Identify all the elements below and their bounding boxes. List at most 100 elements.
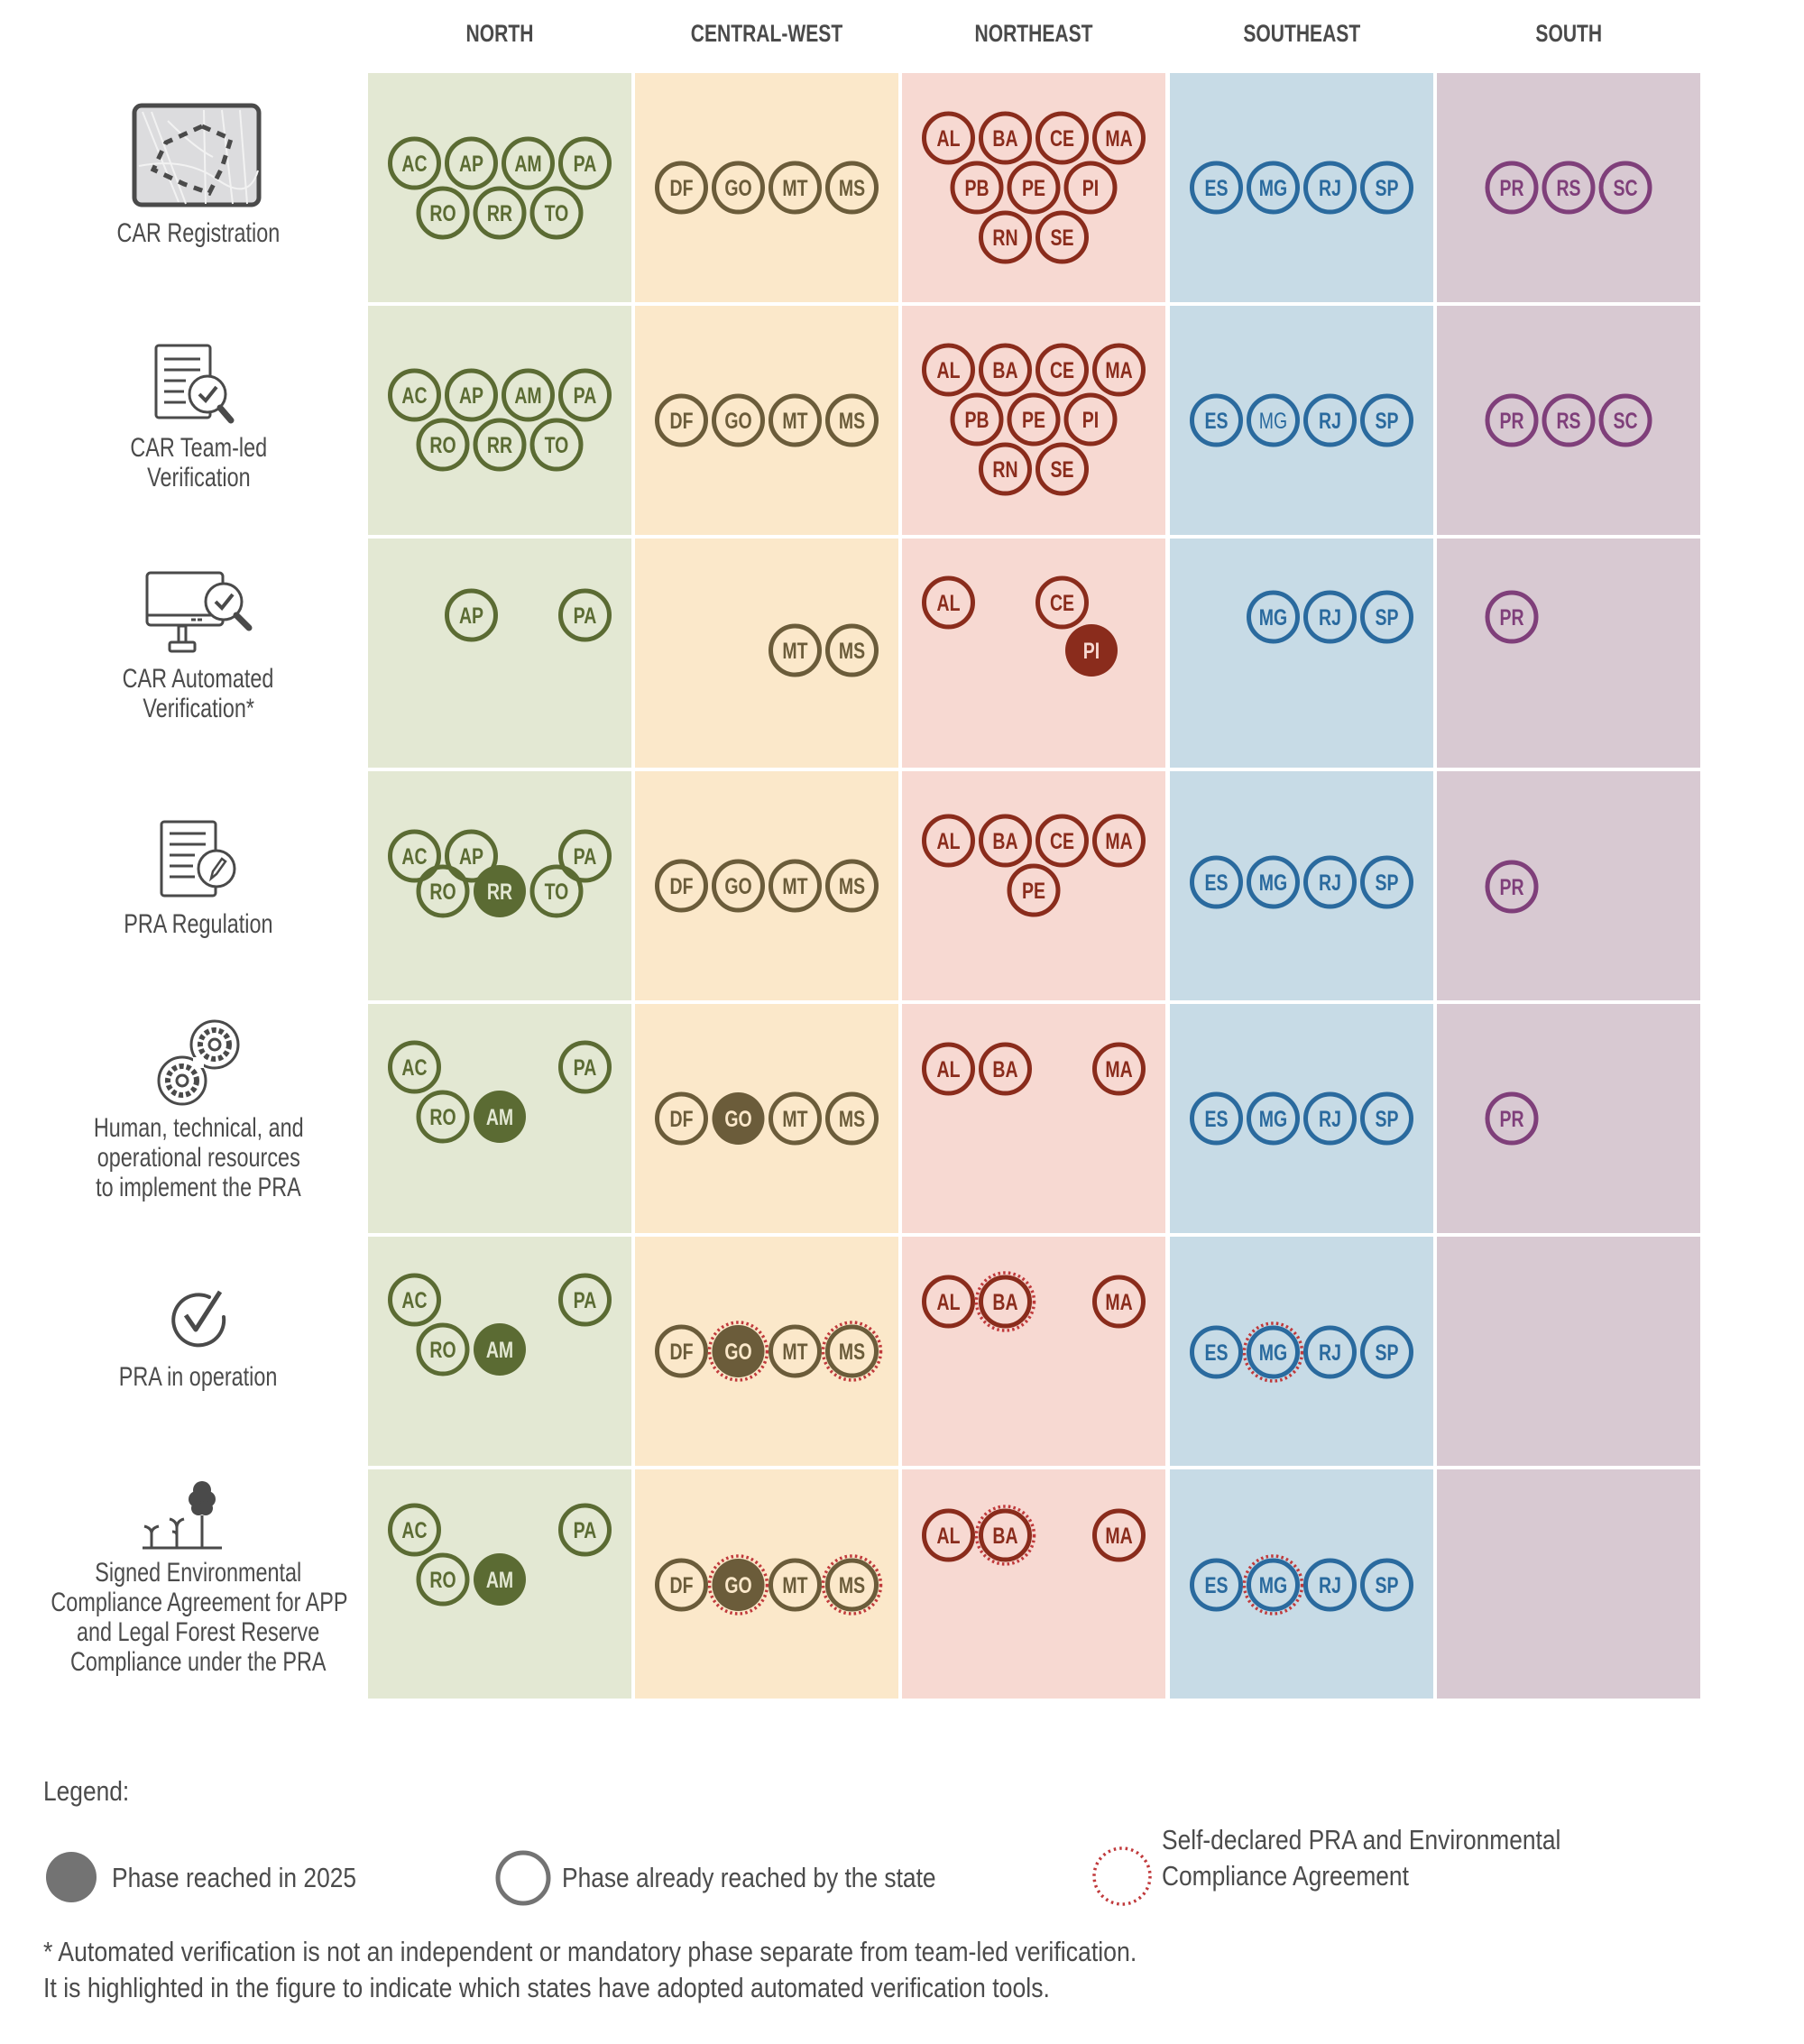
state-badge-to: TO — [529, 186, 584, 240]
state-badge-ma: MA — [1092, 814, 1146, 868]
open-state-circle — [1092, 814, 1146, 868]
state-code-label: BA — [992, 358, 1017, 383]
open-state-circle — [1542, 161, 1596, 215]
state-code-label: SP — [1376, 1340, 1399, 1366]
open-state-circle — [922, 575, 975, 630]
state-code-label: MT — [782, 409, 807, 434]
cell-background — [1437, 1469, 1700, 1699]
filled-state-circle — [474, 1553, 526, 1606]
cell-background — [902, 1004, 1165, 1233]
state-badge-ac: AC — [388, 368, 441, 422]
state-code-label: MG — [1259, 605, 1287, 631]
state-badge-rj: RJ — [1303, 855, 1357, 909]
state-badge-am: AM — [474, 1091, 526, 1143]
state-code-label: MS — [839, 1107, 865, 1132]
state-badge-al: AL — [922, 1508, 975, 1562]
cell-north-phase-1: AC AP AM PA RO RR TO — [368, 73, 631, 302]
state-badge-ba: BA — [974, 1505, 1036, 1566]
open-state-circle — [388, 1273, 441, 1327]
state-badge-sp: SP — [1360, 1325, 1413, 1379]
open-state-circle — [1035, 442, 1089, 496]
open-state-circle — [825, 623, 879, 677]
state-code-label: PR — [1499, 875, 1523, 900]
cell-background — [1437, 539, 1700, 768]
state-code-label: CE — [1050, 358, 1074, 383]
trees-icon — [143, 1481, 222, 1550]
state-code-label: RO — [429, 1338, 456, 1363]
open-state-circle — [558, 588, 612, 642]
state-badge-pb: PB — [950, 392, 1004, 447]
cell-background — [1170, 771, 1433, 1000]
circle-check-icon — [171, 1290, 226, 1348]
state-badge-ms: MS — [821, 1321, 883, 1382]
cell-southeast-phase-4: ES MG RJ SP — [1170, 771, 1433, 1000]
state-code-label: CE — [1050, 126, 1074, 152]
state-badge-rj: RJ — [1303, 590, 1357, 644]
state-badge-ac: AC — [388, 136, 441, 190]
open-state-circle — [825, 161, 879, 215]
state-code-label: PE — [1022, 408, 1045, 433]
state-badge-sp: SP — [1360, 1091, 1413, 1146]
monitor-magnifier-check-icon — [145, 571, 253, 653]
state-code-label: AC — [401, 152, 427, 177]
filled-state-circle — [474, 1323, 526, 1376]
state-badge-ba: BA — [979, 814, 1032, 868]
open-state-circle — [1063, 161, 1118, 215]
cell-south-phase-2: PR RS SC — [1437, 306, 1700, 535]
state-code-label: GO — [724, 874, 751, 899]
state-code-label: RJ — [1319, 1573, 1341, 1598]
open-state-circle — [1485, 1091, 1539, 1146]
state-code-label: SE — [1051, 226, 1074, 251]
state-badge-es: ES — [1190, 161, 1243, 215]
state-badge-ap: AP — [445, 368, 498, 422]
state-code-label: AL — [937, 1057, 961, 1082]
state-code-label: AL — [937, 829, 961, 854]
state-badge-pr: PR — [1485, 860, 1539, 914]
cell-background — [1437, 1237, 1700, 1466]
state-code-label: AL — [937, 126, 961, 152]
open-state-circle — [473, 186, 527, 240]
open-state-circle — [979, 111, 1032, 165]
open-state-circle — [388, 136, 441, 190]
region-header-southeast: SOUTHEAST — [1243, 20, 1360, 47]
cell-central-west-phase-6: DF GO MT MS — [635, 1237, 898, 1466]
state-code-label: AP — [459, 844, 483, 870]
open-state-circle — [922, 111, 975, 165]
state-badge-mt: MT — [769, 1324, 822, 1378]
state-code-label: RJ — [1319, 1107, 1341, 1132]
open-state-circle — [445, 588, 498, 642]
state-code-label: RO — [429, 433, 456, 458]
open-state-circle — [979, 210, 1032, 264]
cell-central-west-phase-4: DF GO MT MS — [635, 771, 898, 1000]
open-state-circle — [655, 1558, 708, 1612]
open-state-circle — [388, 1503, 441, 1557]
open-state-circle — [1303, 161, 1357, 215]
open-state-circle — [1247, 393, 1300, 447]
state-badge-ba: BA — [979, 111, 1032, 165]
state-code-label: BA — [992, 1290, 1017, 1315]
open-state-circle — [416, 1090, 470, 1144]
state-badge-go: GO — [707, 1321, 769, 1382]
state-code-label: RR — [487, 433, 512, 458]
state-badge-pi: PI — [1063, 161, 1118, 215]
legend-item-self-declared: Self-declared PRA and Environmental Comp… — [1162, 1824, 1561, 1892]
state-code-label: PR — [1499, 1107, 1523, 1132]
state-code-label: AM — [486, 1105, 513, 1130]
open-state-circle — [558, 1040, 612, 1094]
open-state-circle — [1360, 393, 1413, 447]
cell-background — [1437, 73, 1700, 302]
footnote-line-1: * Automated verification is not an indep… — [43, 1936, 1137, 1967]
state-code-label: RO — [429, 879, 456, 905]
state-code-label: RJ — [1319, 605, 1341, 631]
cell-north-phase-4: AC AP PA RO RR TO — [368, 771, 631, 1000]
open-state-circle — [1360, 855, 1413, 909]
state-badge-go: GO — [712, 161, 765, 215]
state-badge-es: ES — [1190, 1325, 1243, 1379]
state-code-label: TO — [545, 433, 569, 458]
phase-label-car-registration: CAR Registration — [116, 218, 281, 248]
legend-item-reached-2025: Phase reached in 2025 — [112, 1862, 357, 1893]
state-badge-ro: RO — [416, 186, 470, 240]
open-state-circle — [769, 1324, 822, 1378]
state-badge-am: AM — [474, 1553, 526, 1606]
state-code-label: MA — [1105, 1524, 1132, 1549]
